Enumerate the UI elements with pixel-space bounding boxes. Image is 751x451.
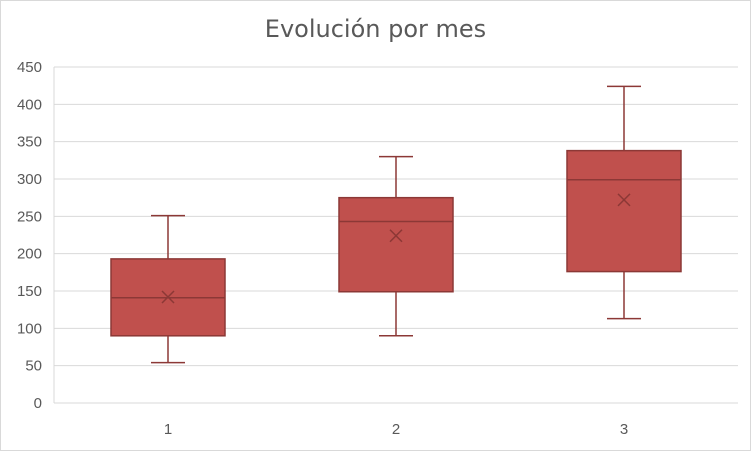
y-tick-label: 50 bbox=[25, 358, 42, 375]
box-iqr bbox=[566, 149, 682, 273]
box-iqr bbox=[338, 196, 454, 293]
y-tick-label: 250 bbox=[17, 208, 42, 225]
x-tick-label: 1 bbox=[164, 421, 172, 438]
y-tick-label: 0 bbox=[34, 395, 42, 412]
mean-marker bbox=[617, 193, 631, 207]
x-tick-label: 3 bbox=[620, 421, 628, 438]
y-tick-label: 350 bbox=[17, 134, 42, 151]
x-tick-label: 2 bbox=[392, 421, 400, 438]
chart-title: Evolución por mes bbox=[264, 15, 487, 43]
y-tick-label: 400 bbox=[17, 96, 42, 113]
mean-marker bbox=[389, 229, 403, 243]
y-tick-label: 150 bbox=[17, 283, 42, 300]
y-tick-label: 300 bbox=[17, 171, 42, 188]
mean-marker bbox=[161, 290, 175, 304]
y-tick-label: 100 bbox=[17, 320, 42, 337]
y-tick-label: 450 bbox=[17, 59, 42, 76]
y-tick-label: 200 bbox=[17, 246, 42, 263]
